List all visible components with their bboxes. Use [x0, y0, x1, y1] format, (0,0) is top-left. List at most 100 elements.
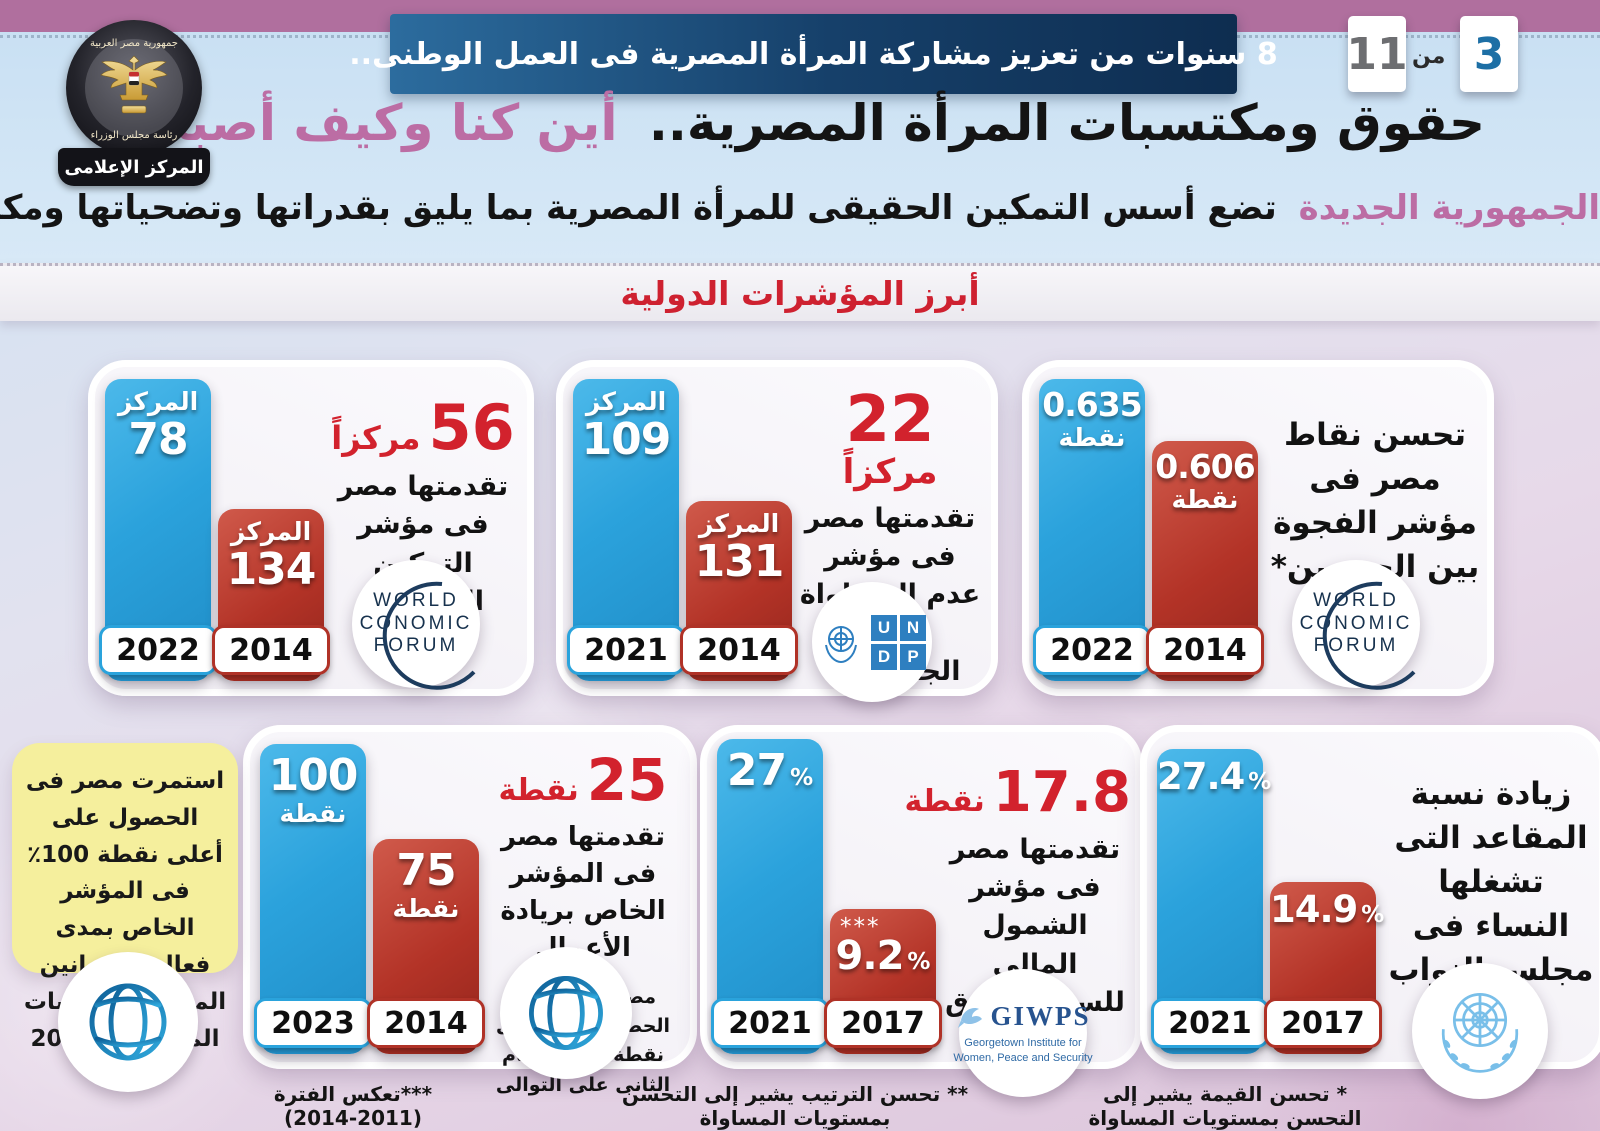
bar-value: 27 [726, 745, 787, 796]
bar-value: 131 [694, 535, 785, 587]
undp-letter: U [871, 614, 897, 641]
bar-2014: المركز 131 2014 [680, 501, 798, 681]
bar-percent-sign: % [1361, 902, 1385, 928]
highlight: 22 مركزاً [795, 383, 985, 493]
undp-logo: U N D P [812, 582, 932, 702]
emblem-top-arc-text: جمهورية مصر العربية [90, 38, 178, 49]
bar-value: 27.4 [1157, 755, 1245, 798]
wef-logo: WORLD CONOMIC FORUM [1292, 560, 1420, 691]
year-pill: 2017 [824, 998, 942, 1048]
bar-2022: 0.635 نقطة 2022 [1033, 379, 1151, 681]
bar-chart: 0.635 نقطة 2022 0.606 نقطة 2014 [1033, 379, 1264, 681]
section-title: أبرز المؤشرات الدولية [620, 274, 980, 313]
banner-text: 8 سنوات من تعزيز مشاركة المرأة المصرية ف… [349, 36, 1278, 72]
section-band: أبرز المؤشرات الدولية [0, 263, 1600, 321]
bar-rank-label: المركز [585, 387, 667, 416]
page-title: حقوق ومكتسبات المرأة المصرية.. أين كنا و… [0, 94, 1600, 152]
footnote-rank: ** تحسن الترتيب يشير إلى التحسن بمستويات… [621, 1082, 969, 1130]
year-pill: 2014 [367, 998, 485, 1048]
bar-unit-label: نقطة [279, 799, 347, 829]
footnote-value: * تحسن القيمة يشير إلى التحسن بمستويات ا… [1088, 1082, 1362, 1130]
card-parliament-seats: 27.4% 2021 14.9% 2017 زيادة نسبة المقاعد… [1140, 725, 1600, 1069]
bar-value: 75 [396, 845, 456, 896]
title-black-part: حقوق ومكتسبات المرأة المصرية.. [648, 94, 1486, 152]
wef-line3: FORUM [1313, 635, 1399, 657]
bar-unit-label: نقطة [392, 894, 460, 924]
year-pill: 2014 [1146, 625, 1264, 675]
year-pill: 2023 [254, 998, 372, 1048]
bar-rank-label: المركز [117, 387, 199, 416]
year-pill: 2021 [567, 625, 685, 675]
egypt-cabinet-emblem: جمهورية مصر العربية رئاسة مجلس الوزراء [66, 20, 202, 156]
undp-letter: D [871, 643, 897, 670]
bar-chart: 27.4% 2021 14.9% 2017 [1151, 749, 1384, 1054]
top-banner: 8 سنوات من تعزيز مشاركة المرأة المصرية ف… [349, 14, 1278, 94]
bar-chart: 100 نقطة 2023 75 نقطة 2014 [254, 744, 485, 1054]
year-pill: 2021 [1151, 998, 1269, 1048]
page-subtitle: الجمهورية الجديدة تضع أسس التمكين الحقيق… [0, 188, 1600, 228]
year-pill: 2014 [212, 625, 330, 675]
bar-rank-label: المركز [698, 509, 780, 538]
highlight-unit: نقطة [904, 784, 985, 819]
highlight-unit: نقطة [498, 773, 579, 808]
bar-2022: المركز 78 2022 [99, 379, 217, 681]
world-bank-globe-icon [529, 976, 603, 1050]
year-pill: 2022 [1033, 625, 1151, 675]
giwps-caption: Georgetown Institute for Women, Peace an… [953, 1037, 1093, 1064]
bar-percent-sign: % [790, 765, 814, 791]
un-logo [1412, 963, 1548, 1099]
undp-letter: N [900, 614, 926, 641]
highlight-unit: مركزاً [842, 452, 938, 493]
giwps-name: GIWPS [990, 1001, 1091, 1032]
bar-percent-sign: % [1248, 769, 1272, 795]
bar-value: 0.606 [1155, 447, 1255, 486]
card-text: زيادة نسبة المقاعد التى تشغلها النساء فى… [1387, 764, 1595, 992]
bar-unit-label: نقطة [1171, 484, 1239, 514]
page-number-total: 11 [1346, 16, 1408, 92]
page-of-label: من [1412, 44, 1446, 69]
un-emblem-icon [1441, 992, 1519, 1073]
highlight-unit: مركزاً [331, 419, 421, 457]
bar-chart: المركز 78 2022 المركز 134 2014 [99, 379, 330, 681]
year-pill: 2014 [680, 625, 798, 675]
wef-line3: FORUM [373, 635, 459, 657]
card-gender-gap: 0.635 نقطة 2022 0.606 نقطة 2014 تحسن نقا… [1022, 360, 1494, 696]
bar-2017: 14.9% 2017 [1264, 882, 1384, 1054]
bar-2023: 100 نقطة 2023 [254, 744, 372, 1054]
year-pill: 2021 [711, 998, 829, 1048]
bar-value: 14.9 [1270, 888, 1358, 931]
bar-value: 0.635 [1042, 385, 1142, 424]
card-financial-inclusion: 27% 2021 *** 9.2% 2017 17.8نقطة تقدمتها … [700, 725, 1142, 1069]
world-bank-globe-icon [89, 983, 167, 1061]
bar-2021: 27.4% 2021 [1151, 749, 1271, 1054]
world-bank-logo [500, 947, 632, 1079]
highlight-number: 17.8 [992, 760, 1131, 825]
footnote-period: ***تعكس الفترة (2011-2014) [273, 1082, 433, 1130]
bar-percent-sign: % [907, 949, 931, 975]
bar-2014: 75 نقطة 2014 [367, 839, 485, 1054]
bar-chart: 27% 2021 *** 9.2% 2017 [711, 739, 942, 1054]
emblem-bottom-arc-text: رئاسة مجلس الوزراء [91, 130, 178, 141]
wef-logo: WORLD CONOMIC FORUM [352, 560, 480, 691]
bar-unit-label: نقطة [1058, 422, 1126, 452]
undp-letter-grid: U N D P [871, 614, 926, 670]
dove-icon [958, 1007, 983, 1028]
bar-2014: 0.606 نقطة 2014 [1146, 441, 1264, 681]
bar-chart: المركز 109 2021 المركز 131 2014 [567, 379, 798, 681]
year-pill: 2022 [99, 625, 217, 675]
highlight-number: 22 [845, 383, 935, 457]
bar-2021: المركز 109 2021 [567, 379, 685, 681]
highlight-number: 25 [586, 746, 668, 814]
page-number-current: 3 [1460, 16, 1518, 92]
bar-rank-label: المركز [230, 517, 312, 546]
bar-2021: 27% 2021 [711, 739, 829, 1054]
highlight: 56مركزاً [327, 395, 519, 460]
highlight-number: 56 [428, 391, 515, 464]
year-pill: 2017 [1264, 998, 1382, 1048]
wef-swoosh-icon [382, 582, 476, 691]
bar-value: 78 [128, 413, 188, 465]
card-description: زيادة نسبة المقاعد التى تشغلها النساء فى… [1388, 776, 1594, 989]
bar-value: 109 [581, 413, 672, 465]
bar-value: 100 [268, 750, 359, 801]
wef-swoosh-icon [1322, 582, 1416, 691]
